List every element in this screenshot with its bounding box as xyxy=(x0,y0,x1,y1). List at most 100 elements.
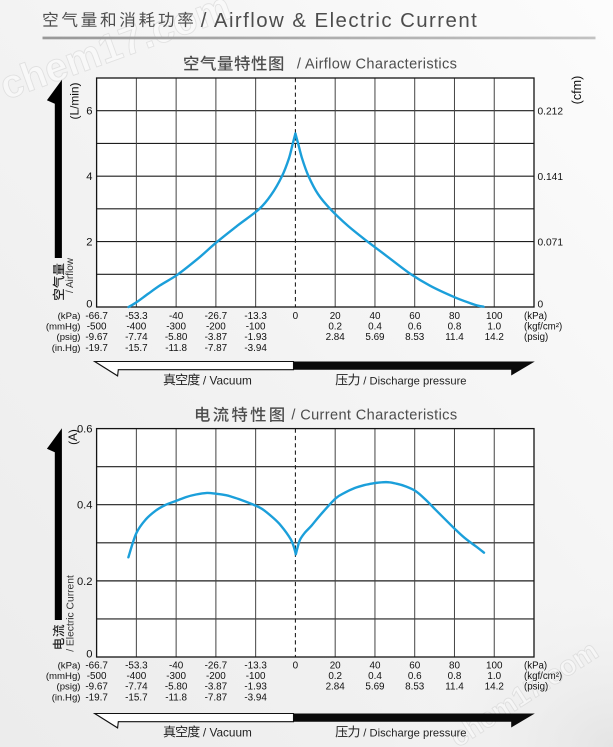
svg-text:-13.3: -13.3 xyxy=(244,660,267,671)
svg-text:-3.87: -3.87 xyxy=(205,332,228,343)
svg-text:6: 6 xyxy=(86,106,92,118)
svg-text:(psig): (psig) xyxy=(524,332,548,343)
svg-text:0.2: 0.2 xyxy=(328,321,342,332)
svg-text:0.4: 0.4 xyxy=(368,671,382,682)
svg-text:11.4: 11.4 xyxy=(445,682,464,693)
svg-text:-9.67: -9.67 xyxy=(85,332,108,343)
svg-text:/ Electric Current: / Electric Current xyxy=(66,575,77,652)
svg-text:0.6: 0.6 xyxy=(408,671,422,682)
svg-text:-400: -400 xyxy=(126,671,146,682)
svg-text:1.0: 1.0 xyxy=(487,671,501,682)
svg-text:-15.7: -15.7 xyxy=(125,692,148,703)
svg-text:/ Vacuum: / Vacuum xyxy=(203,374,252,388)
svg-text:-15.7: -15.7 xyxy=(125,343,148,354)
svg-text:-40: -40 xyxy=(169,660,184,671)
svg-text:0.8: 0.8 xyxy=(448,671,462,682)
svg-text:-5.80: -5.80 xyxy=(165,682,188,693)
svg-text:-1.93: -1.93 xyxy=(244,332,267,343)
svg-text:0.6: 0.6 xyxy=(408,321,422,332)
svg-text:0.4: 0.4 xyxy=(77,500,93,512)
svg-text:4: 4 xyxy=(86,171,92,183)
svg-text:-19.7: -19.7 xyxy=(85,692,108,703)
svg-text:-200: -200 xyxy=(206,321,226,332)
svg-text:-9.67: -9.67 xyxy=(85,682,108,693)
svg-text:-3.94: -3.94 xyxy=(244,692,267,703)
svg-text:0: 0 xyxy=(293,311,299,322)
svg-text:-1.93: -1.93 xyxy=(244,682,267,693)
svg-text:-500: -500 xyxy=(87,321,107,332)
svg-text:40: 40 xyxy=(369,311,380,322)
svg-text:(psig): (psig) xyxy=(524,682,548,693)
svg-text:-53.3: -53.3 xyxy=(125,660,148,671)
svg-text:(psig): (psig) xyxy=(57,332,81,343)
svg-text:2: 2 xyxy=(86,236,92,248)
svg-text:20: 20 xyxy=(330,660,341,671)
svg-text:-200: -200 xyxy=(206,671,226,682)
svg-text:-500: -500 xyxy=(87,671,107,682)
svg-text:(in.Hg): (in.Hg) xyxy=(52,692,81,703)
svg-text:0.141: 0.141 xyxy=(538,172,564,183)
svg-text:5.69: 5.69 xyxy=(365,332,385,343)
svg-text:60: 60 xyxy=(409,660,420,671)
svg-text:(mmHg): (mmHg) xyxy=(46,671,81,682)
svg-text:0: 0 xyxy=(86,298,92,310)
svg-text:-100: -100 xyxy=(246,671,266,682)
svg-text:/ Discharge pressure: / Discharge pressure xyxy=(363,376,466,388)
svg-text:-19.7: -19.7 xyxy=(85,343,108,354)
svg-text:/ Airflow Characteristics: / Airflow Characteristics xyxy=(297,56,457,72)
svg-text:-66.7: -66.7 xyxy=(85,311,108,322)
svg-text:0.8: 0.8 xyxy=(448,321,462,332)
svg-text:0.4: 0.4 xyxy=(368,321,382,332)
svg-text:(psig): (psig) xyxy=(57,682,81,693)
svg-text:8.53: 8.53 xyxy=(405,332,425,343)
svg-text:-11.8: -11.8 xyxy=(165,343,187,354)
svg-text:(kPa): (kPa) xyxy=(58,660,81,671)
svg-text:40: 40 xyxy=(369,660,380,671)
svg-text:-7.87: -7.87 xyxy=(205,692,228,703)
svg-text:-3.94: -3.94 xyxy=(244,343,267,354)
svg-text:0.212: 0.212 xyxy=(538,106,564,117)
svg-text:0: 0 xyxy=(293,660,299,671)
svg-text:-300: -300 xyxy=(166,671,186,682)
svg-text:/ Vacuum: / Vacuum xyxy=(203,726,252,740)
svg-text:0.6: 0.6 xyxy=(77,424,93,436)
svg-text:-11.8: -11.8 xyxy=(165,692,187,703)
svg-text:-400: -400 xyxy=(126,321,146,332)
svg-text:-7.74: -7.74 xyxy=(125,682,148,693)
svg-text:/ Airflow: / Airflow xyxy=(65,257,76,293)
svg-text:5.69: 5.69 xyxy=(365,682,385,693)
svg-text:(L/min): (L/min) xyxy=(67,82,81,119)
svg-text:(kgf/cm²): (kgf/cm²) xyxy=(524,321,562,332)
svg-text:(kPa): (kPa) xyxy=(58,311,81,322)
svg-text:8.53: 8.53 xyxy=(405,682,425,693)
svg-text:/ Airflow & Electric Current: / Airflow & Electric Current xyxy=(201,10,478,32)
svg-text:0: 0 xyxy=(86,648,92,660)
svg-text:14.2: 14.2 xyxy=(485,332,504,343)
svg-text:0.2: 0.2 xyxy=(328,671,342,682)
svg-text:100: 100 xyxy=(486,660,503,671)
svg-text:(kPa): (kPa) xyxy=(524,311,547,322)
svg-text:2.84: 2.84 xyxy=(326,332,346,343)
svg-text:/ Current Characteristics: / Current Characteristics xyxy=(291,407,457,423)
svg-text:(cfm): (cfm) xyxy=(570,76,584,105)
svg-text:-13.3: -13.3 xyxy=(244,311,267,322)
svg-text:(kPa): (kPa) xyxy=(524,660,547,671)
svg-text:14.2: 14.2 xyxy=(485,682,504,693)
svg-text:80: 80 xyxy=(449,311,460,322)
svg-text:0.071: 0.071 xyxy=(538,237,564,248)
svg-text:(in.Hg): (in.Hg) xyxy=(52,343,81,354)
svg-text:(A): (A) xyxy=(66,429,80,445)
svg-text:0.2: 0.2 xyxy=(77,576,93,588)
svg-text:-7.87: -7.87 xyxy=(205,343,228,354)
svg-text:(mmHg): (mmHg) xyxy=(46,321,81,332)
svg-text:-66.7: -66.7 xyxy=(85,660,108,671)
svg-text:-26.7: -26.7 xyxy=(205,660,228,671)
svg-text:80: 80 xyxy=(449,660,460,671)
svg-text:-26.7: -26.7 xyxy=(205,311,228,322)
svg-text:11.4: 11.4 xyxy=(445,332,464,343)
svg-text:-40: -40 xyxy=(169,311,184,322)
svg-text:-5.80: -5.80 xyxy=(165,332,188,343)
svg-text:-53.3: -53.3 xyxy=(125,311,148,322)
svg-text:-100: -100 xyxy=(246,321,266,332)
svg-text:-3.87: -3.87 xyxy=(205,682,228,693)
